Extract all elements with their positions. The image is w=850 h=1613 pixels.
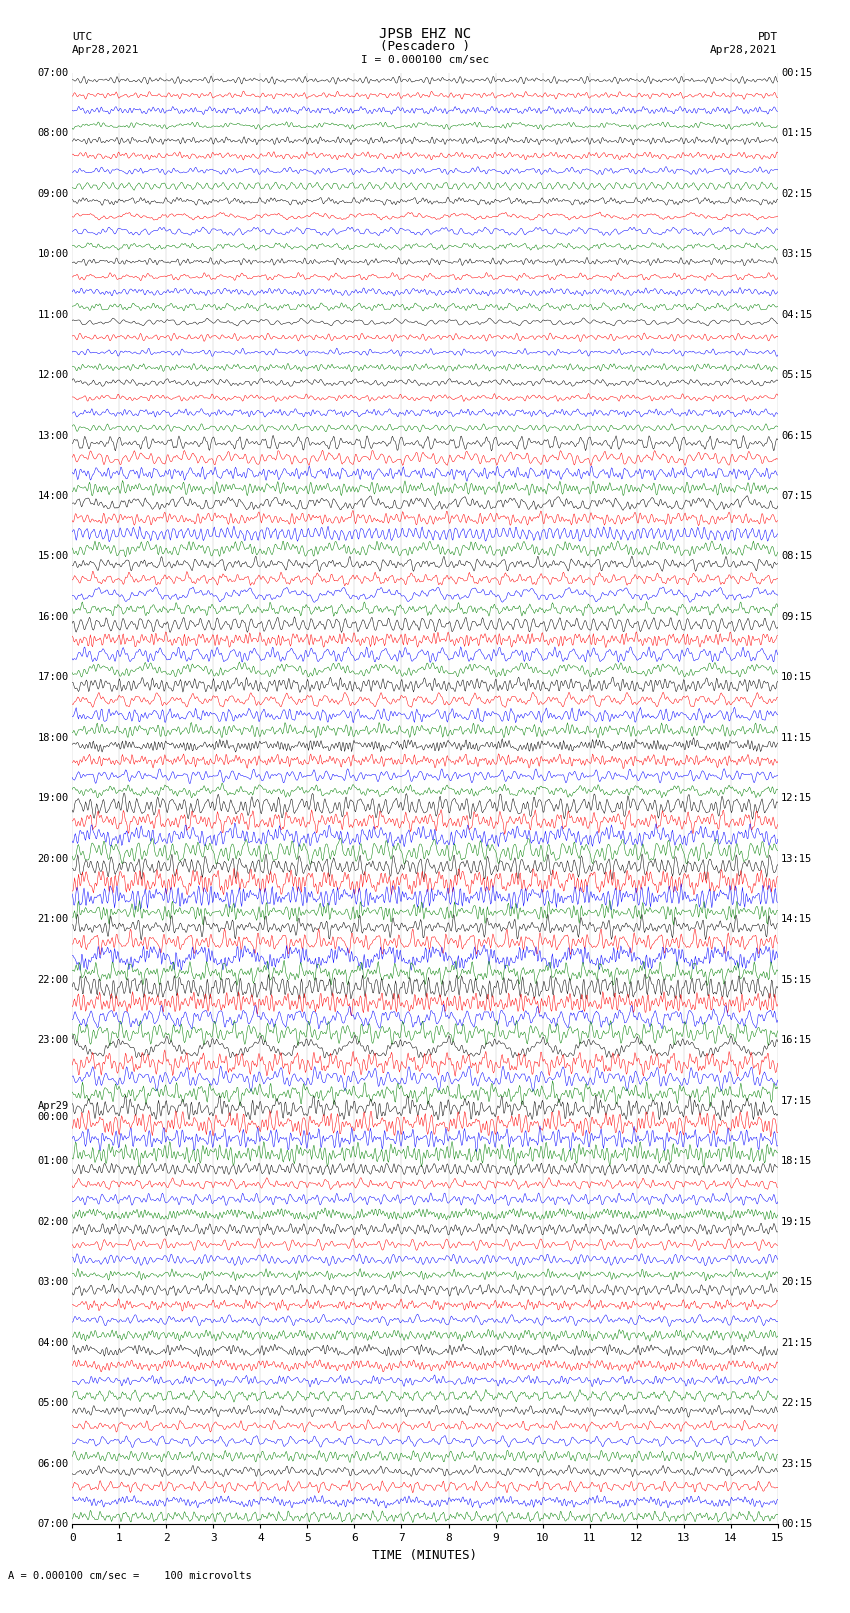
- Text: 16:15: 16:15: [781, 1036, 813, 1045]
- Text: 15:00: 15:00: [37, 552, 69, 561]
- Text: I = 0.000100 cm/sec: I = 0.000100 cm/sec: [361, 55, 489, 65]
- Text: 22:00: 22:00: [37, 974, 69, 986]
- Text: 23:15: 23:15: [781, 1458, 813, 1469]
- Text: 07:00: 07:00: [37, 68, 69, 77]
- Text: 19:15: 19:15: [781, 1216, 813, 1227]
- Text: 18:00: 18:00: [37, 732, 69, 744]
- Text: 17:15: 17:15: [781, 1095, 813, 1107]
- Text: 09:15: 09:15: [781, 611, 813, 623]
- Text: 16:00: 16:00: [37, 611, 69, 623]
- Text: 04:00: 04:00: [37, 1337, 69, 1348]
- Text: 14:00: 14:00: [37, 490, 69, 502]
- Text: UTC: UTC: [72, 32, 93, 42]
- Text: 17:00: 17:00: [37, 673, 69, 682]
- Text: 11:00: 11:00: [37, 310, 69, 319]
- Text: 10:15: 10:15: [781, 673, 813, 682]
- Text: 22:15: 22:15: [781, 1398, 813, 1408]
- Text: 10:00: 10:00: [37, 248, 69, 260]
- Text: 06:15: 06:15: [781, 431, 813, 440]
- Text: 20:00: 20:00: [37, 853, 69, 865]
- Text: 15:15: 15:15: [781, 974, 813, 986]
- Text: 19:00: 19:00: [37, 794, 69, 803]
- Text: 18:15: 18:15: [781, 1157, 813, 1166]
- Text: 04:15: 04:15: [781, 310, 813, 319]
- Text: A = 0.000100 cm/sec =    100 microvolts: A = 0.000100 cm/sec = 100 microvolts: [8, 1571, 252, 1581]
- Text: 01:00: 01:00: [37, 1157, 69, 1166]
- Text: Apr29
00:00: Apr29 00:00: [37, 1100, 69, 1123]
- Text: 12:00: 12:00: [37, 369, 69, 381]
- Text: 21:00: 21:00: [37, 915, 69, 924]
- Text: 13:00: 13:00: [37, 431, 69, 440]
- Text: Apr28,2021: Apr28,2021: [72, 45, 139, 55]
- Text: PDT: PDT: [757, 32, 778, 42]
- Text: 00:15: 00:15: [781, 68, 813, 77]
- Text: 12:15: 12:15: [781, 794, 813, 803]
- Text: 07:00: 07:00: [37, 1519, 69, 1529]
- Text: 05:00: 05:00: [37, 1398, 69, 1408]
- Text: 02:00: 02:00: [37, 1216, 69, 1227]
- Text: 03:00: 03:00: [37, 1277, 69, 1287]
- X-axis label: TIME (MINUTES): TIME (MINUTES): [372, 1548, 478, 1561]
- Text: 13:15: 13:15: [781, 853, 813, 865]
- Text: 09:00: 09:00: [37, 189, 69, 198]
- Text: 08:15: 08:15: [781, 552, 813, 561]
- Text: 03:15: 03:15: [781, 248, 813, 260]
- Text: 06:00: 06:00: [37, 1458, 69, 1469]
- Text: 01:15: 01:15: [781, 127, 813, 139]
- Text: Apr28,2021: Apr28,2021: [711, 45, 778, 55]
- Text: JPSB EHZ NC: JPSB EHZ NC: [379, 27, 471, 40]
- Text: 02:15: 02:15: [781, 189, 813, 198]
- Text: 05:15: 05:15: [781, 369, 813, 381]
- Text: (Pescadero ): (Pescadero ): [380, 40, 470, 53]
- Text: 08:00: 08:00: [37, 127, 69, 139]
- Text: 07:15: 07:15: [781, 490, 813, 502]
- Text: 21:15: 21:15: [781, 1337, 813, 1348]
- Text: 00:15: 00:15: [781, 1519, 813, 1529]
- Text: 11:15: 11:15: [781, 732, 813, 744]
- Text: 20:15: 20:15: [781, 1277, 813, 1287]
- Text: 23:00: 23:00: [37, 1036, 69, 1045]
- Text: 14:15: 14:15: [781, 915, 813, 924]
